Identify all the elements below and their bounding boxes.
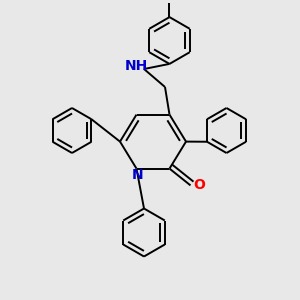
Text: O: O: [193, 178, 205, 192]
Text: N: N: [132, 168, 144, 182]
Text: NH: NH: [125, 59, 148, 73]
